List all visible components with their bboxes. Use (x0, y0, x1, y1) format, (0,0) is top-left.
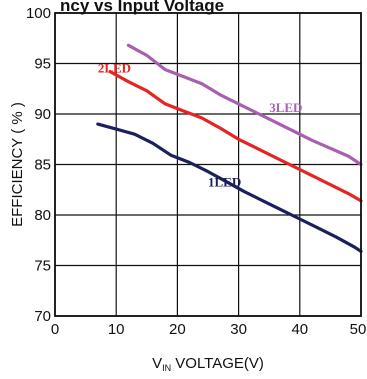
series-label-2led: 2LED (98, 61, 131, 76)
y-tick-label: 100 (26, 5, 51, 22)
x-tick-labels: 0 10 20 30 40 50 (51, 321, 367, 338)
series-line-3led (126, 43, 363, 167)
x-axis-label: VIN VOLTAGE(V) (152, 355, 264, 373)
series-label-1led: 1LED (208, 175, 241, 190)
series-line-1led (96, 122, 363, 253)
series-line-2led (108, 69, 363, 203)
x-tick-label: 20 (169, 321, 186, 338)
y-tick-label: 95 (34, 56, 51, 73)
y-tick-label: 90 (34, 106, 51, 123)
series-labels: 1LED 2LED 3LED (98, 61, 303, 190)
y-tick-label: 80 (34, 207, 51, 224)
x-tick-label: 30 (230, 321, 247, 338)
x-tick-label: 50 (350, 321, 367, 338)
x-tick-label: 10 (108, 321, 125, 338)
x-tick-label: 40 (291, 321, 308, 338)
x-axis-label-prefix: V (152, 355, 162, 372)
y-tick-label: 75 (34, 258, 51, 275)
y-axis-label: EFFICIENCY ( % ) (9, 102, 26, 227)
y-tick-label: 70 (34, 308, 51, 325)
grid-lines (54, 12, 362, 317)
x-axis-label-suffix: VOLTAGE(V) (171, 355, 264, 372)
y-tick-labels: 70 75 80 85 90 95 100 (26, 5, 51, 325)
series-label-3led: 3LED (269, 100, 302, 115)
chart-title-fragment: ncy vs Input Voltage (60, 0, 224, 15)
series-lines (96, 43, 363, 253)
x-axis-label-subscript: IN (162, 363, 171, 373)
y-tick-label: 85 (34, 157, 51, 174)
plot-frame (54, 12, 362, 317)
x-tick-label: 0 (51, 321, 59, 338)
